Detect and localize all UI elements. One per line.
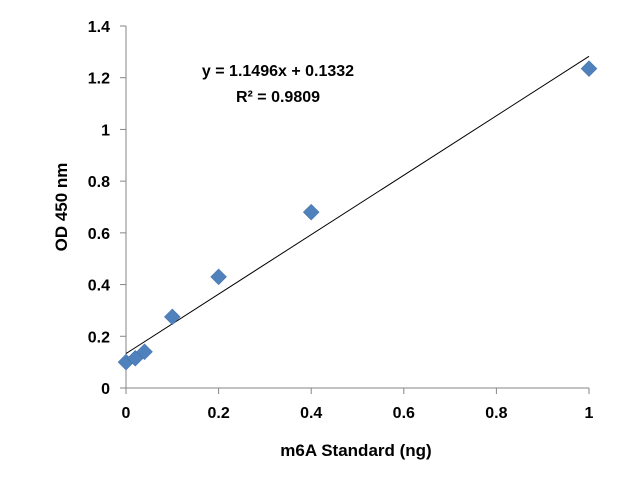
data-points	[117, 60, 598, 371]
y-tick-label: 0	[101, 381, 110, 398]
y-ticks: 0 0.2 0.4 0.6 0.8 1 1.2 1.4	[88, 19, 126, 398]
x-ticks: 0 0.2 0.4 0.6 0.8 1	[122, 388, 594, 422]
data-point	[210, 268, 227, 286]
trendline-equation: y = 1.1496x + 0.1332	[202, 63, 354, 80]
x-tick-label: 0	[122, 405, 131, 422]
y-tick-label: 0.4	[88, 278, 110, 295]
data-point	[163, 308, 181, 326]
x-tick-label: 0.2	[207, 405, 229, 422]
r-squared-label: R² = 0.9809	[236, 89, 320, 106]
y-axis-title: OD 450 nm	[52, 163, 71, 252]
y-tick-label: 1.2	[88, 71, 110, 88]
data-point	[136, 343, 153, 361]
x-tick-label: 1	[585, 405, 594, 422]
y-tick-label: 0.6	[88, 226, 110, 243]
axes	[125, 26, 589, 389]
y-tick-label: 0.8	[88, 174, 110, 191]
x-tick-label: 0.6	[393, 405, 415, 422]
x-tick-label: 0.8	[485, 405, 507, 422]
y-tick-label: 1	[101, 122, 110, 139]
x-tick-label: 0.4	[300, 405, 322, 422]
y-tick-label: 1.4	[88, 19, 110, 36]
data-point	[302, 203, 320, 221]
x-axis-title: m6A Standard (ng)	[280, 441, 431, 460]
trendline	[125, 55, 590, 354]
y-tick-label: 0.2	[88, 329, 110, 346]
data-point	[580, 60, 598, 78]
